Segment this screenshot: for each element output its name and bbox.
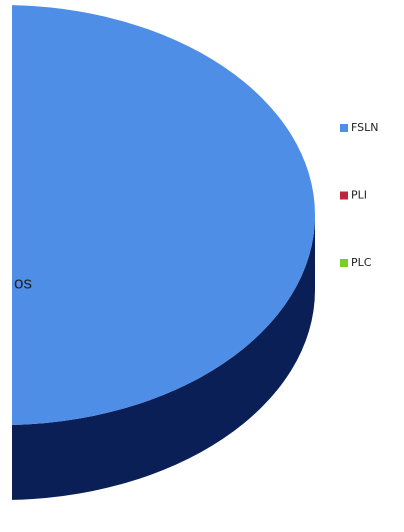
legend-swatch bbox=[340, 191, 348, 200]
legend: FSLN PLI PLC bbox=[340, 121, 378, 269]
pie-label: os bbox=[14, 273, 32, 292]
legend-label: FSLN bbox=[351, 121, 378, 134]
legend-swatch bbox=[340, 259, 348, 267]
legend-label: PLC bbox=[351, 256, 372, 269]
pie-slice bbox=[12, 5, 315, 425]
legend-label: PLI bbox=[351, 189, 367, 202]
legend-swatch bbox=[340, 124, 348, 132]
pie: os bbox=[12, 5, 315, 500]
pie-side bbox=[12, 215, 315, 500]
